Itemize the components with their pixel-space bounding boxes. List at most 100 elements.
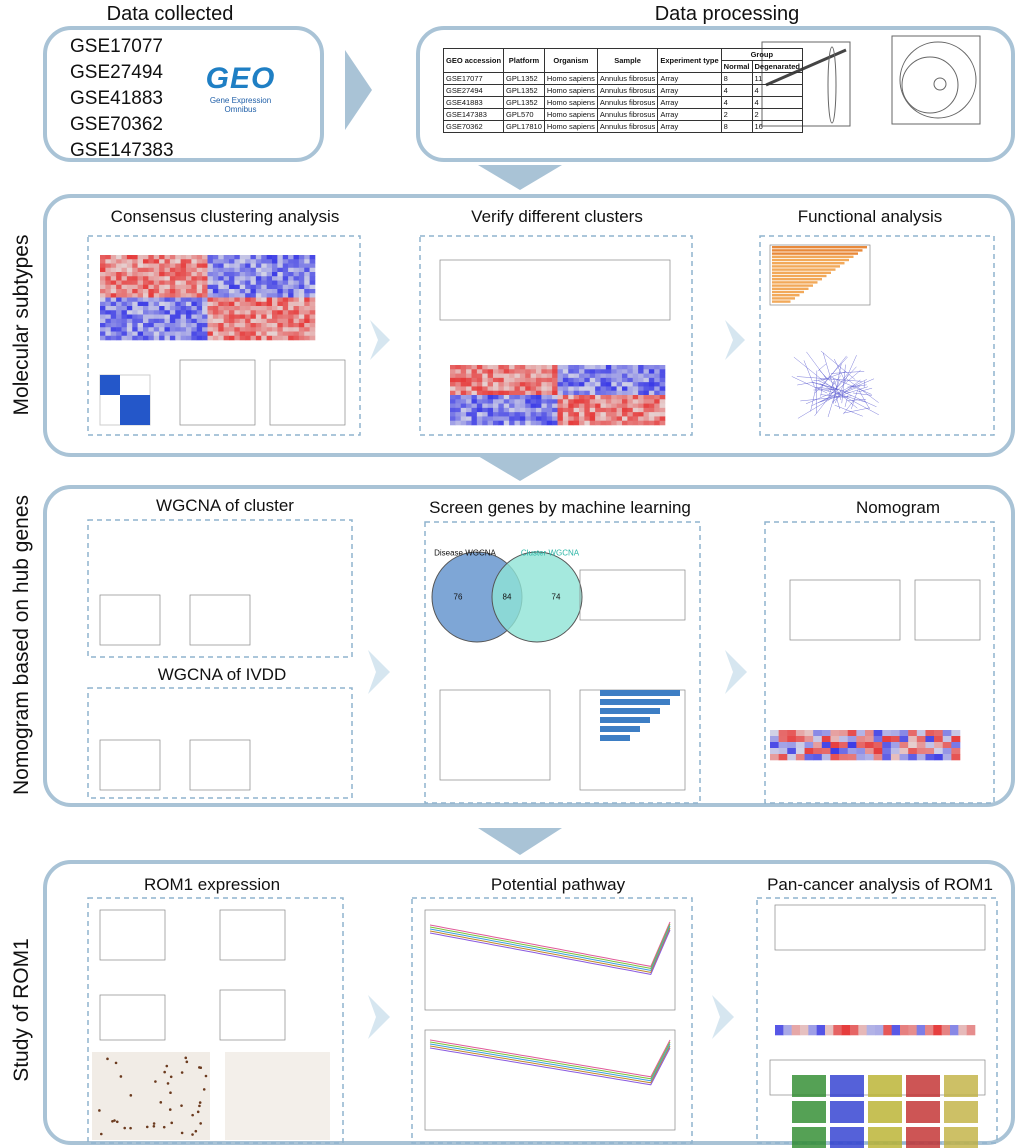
thumbnail-detail (627, 373, 634, 379)
thumbnail-detail (471, 377, 478, 383)
thumbnail-detail (137, 280, 144, 286)
thumbnail-detail (562, 416, 569, 422)
thumbnail-detail (627, 416, 634, 422)
thumbnail-detail (132, 255, 138, 260)
thumbnail-detail (169, 306, 176, 311)
thumbnail-detail (126, 263, 133, 269)
thumbnail-detail (942, 754, 952, 761)
thumbnail-detail (530, 373, 537, 379)
thumbnail-detail (476, 416, 483, 422)
thumbnail-detail (272, 318, 278, 324)
thumbnail-detail (589, 395, 596, 400)
thumbnail-detail (234, 255, 241, 260)
thumbnail-detail (223, 263, 230, 269)
thumbnail-detail (899, 748, 909, 755)
thumbnail-detail (482, 416, 488, 422)
thumbnail-detail (466, 399, 472, 404)
thumbnail-detail (218, 267, 224, 273)
thumbnail-detail (797, 381, 814, 386)
thumbnail-detail (169, 293, 176, 298)
thumbnail-detail (298, 272, 305, 277)
thumbnail-detail (951, 730, 961, 737)
thumbnail-detail (132, 289, 138, 294)
thumbnail-detail (239, 255, 246, 260)
thumbnail-detail (239, 259, 246, 264)
table-row: GSE147383 GPL570 Homo sapiens Annulus fibro… (442, 108, 803, 121)
thumbnail-detail (255, 297, 262, 303)
thumbnail-detail (293, 267, 300, 273)
thumbnail-detail (519, 420, 526, 426)
thumbnail-detail (498, 373, 505, 379)
thumbnail-detail (769, 244, 871, 306)
thumbnail-detail (579, 390, 585, 396)
thumbnail-detail (304, 259, 310, 264)
thumbnail-detail (622, 412, 628, 417)
thumbnail-detail (304, 318, 310, 324)
thumbnail-detail (250, 306, 257, 311)
thumbnail-detail (654, 382, 660, 387)
thumbnail-detail (622, 377, 628, 383)
thumbnail-detail (207, 327, 214, 332)
panel (87, 235, 361, 436)
thumbnail-detail (519, 412, 526, 417)
thumbnail-detail (110, 301, 117, 307)
thumbnail-detail (202, 323, 208, 328)
thumbnail-detail (298, 297, 305, 303)
thumbnail-detail (460, 399, 467, 404)
thumbnail-detail (196, 297, 203, 303)
thumbnail-detail (525, 369, 531, 374)
thumbnail-detail (304, 284, 310, 290)
thumbnail-detail (824, 375, 835, 385)
thumbnail-detail (191, 306, 198, 311)
thumbnail-detail (304, 335, 310, 341)
panel (87, 897, 344, 1144)
thumbnail-detail (153, 276, 160, 281)
thumbnail-detail (817, 386, 836, 390)
thumbnail-detail (573, 395, 580, 400)
thumbnail-detail (536, 395, 542, 400)
thumbnail-detail (595, 412, 601, 417)
thumbnail-detail (304, 297, 310, 303)
thumbnail-detail (250, 272, 257, 277)
thumbnail-detail (105, 301, 112, 307)
thumbnail-detail (164, 310, 171, 315)
thumbnail-detail (471, 416, 478, 422)
thumbnail-detail (207, 280, 214, 286)
thumbnail-detail (261, 323, 267, 328)
thumbnail-detail (638, 420, 644, 426)
venn-label: Disease WGCNA (434, 548, 496, 558)
thumbnail-detail (611, 386, 617, 392)
thumbnail-detail (530, 369, 537, 374)
thumbnail-detail (552, 390, 558, 396)
thumbnail-detail (272, 310, 278, 315)
thumbnail-detail (843, 407, 870, 414)
table-cell: Array (657, 72, 722, 85)
thumbnail-detail (455, 395, 462, 400)
thumbnail-detail (890, 754, 900, 761)
thumbnail-detail (99, 909, 166, 961)
thumbnail-detail (933, 1025, 942, 1036)
thumbnail-detail (466, 373, 472, 379)
thumbnail-detail (186, 331, 192, 337)
thumbnail-detail (546, 412, 553, 417)
thumbnail-detail (153, 272, 160, 277)
thumbnail-detail (255, 276, 262, 281)
thumbnail-detail (113, 1119, 116, 1122)
table-cell: Homo sapiens (543, 96, 598, 109)
thumbnail-detail (277, 314, 284, 320)
thumbnail-detail (605, 382, 612, 387)
thumbnail-detail (841, 1025, 851, 1036)
thumbnail-detail (471, 373, 478, 379)
thumbnail-detail (250, 267, 257, 273)
thumbnail-detail (153, 331, 160, 337)
thumbnail-detail (105, 259, 112, 264)
thumbnail-detail (272, 263, 278, 269)
thumbnail-detail (198, 1104, 201, 1108)
thumbnail-detail (839, 730, 849, 737)
thumbnail-detail (110, 314, 117, 320)
thumbnail-detail (830, 742, 840, 749)
thumbnail-detail (429, 923, 671, 969)
thumbnail-detail (212, 323, 219, 328)
thumbnail-detail (584, 377, 591, 383)
thumbnail-detail (288, 289, 294, 294)
